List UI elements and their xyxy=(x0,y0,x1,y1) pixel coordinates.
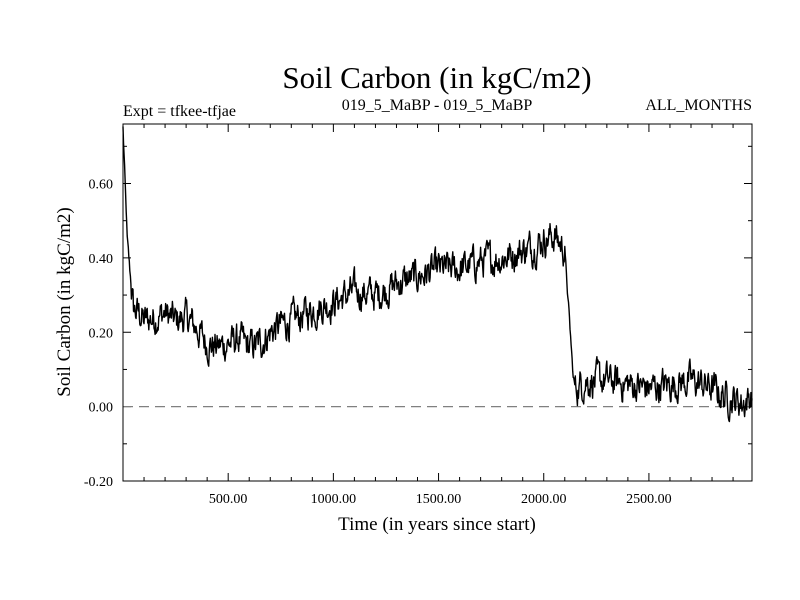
y-tick-label: 0.40 xyxy=(89,252,114,267)
x-tick-label: 500.00 xyxy=(209,492,248,507)
x-axis-label: Time (in years since start) xyxy=(338,514,536,535)
subtitle-center: 019_5_MaBP - 019_5_MaBP xyxy=(342,97,533,114)
x-tick-label: 2500.00 xyxy=(626,492,672,507)
subtitle-right: ALL_MONTHS xyxy=(645,97,752,114)
subtitle-left: Expt = tfkee-tfjae xyxy=(123,103,236,120)
y-tick-label: 0.60 xyxy=(89,178,114,193)
plot-area: -0.20 0.00 0.20 0.40 0.60 500.00 1000.00 1500.0… xyxy=(84,124,753,507)
y-tick-label: 0.20 xyxy=(89,326,114,341)
y-axis-label: Soil Carbon (in kgC/m2) xyxy=(54,207,75,396)
chart-title: Soil Carbon (in kgC/m2) xyxy=(282,60,591,95)
y-tick-label: 0.00 xyxy=(89,401,114,416)
x-tick-label: 2000.00 xyxy=(521,492,567,507)
x-tick-label: 1500.00 xyxy=(416,492,462,507)
y-tick-label: -0.20 xyxy=(84,475,113,490)
plot-frame xyxy=(122,123,753,482)
soil-carbon-series-line xyxy=(122,126,753,423)
x-tick-label: 1000.00 xyxy=(311,492,357,507)
